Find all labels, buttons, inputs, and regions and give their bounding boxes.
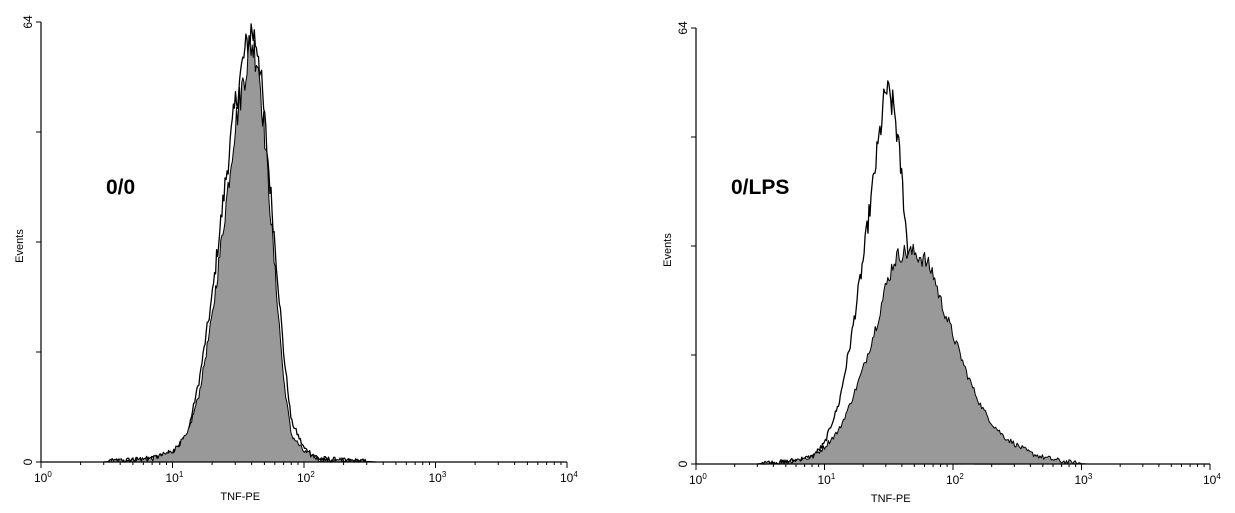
x-tick-label: 101 [166, 470, 184, 485]
panel-label: 0/LPS [731, 176, 789, 199]
x-tick-label: 103 [1075, 472, 1093, 487]
x-tick-label: 103 [429, 470, 447, 485]
panel-label: 0/0 [106, 176, 135, 199]
histogram-series-2-filled [103, 40, 376, 463]
y-tick-label: 64 [21, 15, 35, 29]
x-tick-label: 104 [560, 470, 578, 485]
x-tick-label: 104 [1203, 472, 1221, 487]
x-tick-label: 101 [818, 472, 836, 487]
x-tick-label-base: 10 [429, 471, 443, 485]
x-tick-label-exponent: 3 [1088, 472, 1093, 481]
x-tick-label: 100 [689, 472, 707, 487]
x-tick-label: 102 [297, 470, 315, 485]
y-axis-label: Events [14, 229, 26, 263]
x-tick-label: 100 [34, 470, 52, 485]
panel-label-box [88, 160, 184, 210]
y-tick-label: 0 [21, 458, 35, 465]
x-tick-label-exponent: 2 [959, 472, 964, 481]
x-tick-label-exponent: 3 [442, 470, 447, 479]
x-tick-label-exponent: 4 [573, 470, 578, 479]
x-tick-label-exponent: 1 [179, 470, 184, 479]
x-tick-label-base: 10 [34, 471, 48, 485]
x-tick-label-exponent: 4 [1216, 472, 1221, 481]
x-tick-label-exponent: 0 [47, 470, 52, 479]
x-tick-label-base: 10 [297, 471, 311, 485]
x-axis-label: TNF-PE [220, 491, 260, 503]
x-tick-label-base: 10 [1075, 473, 1089, 487]
x-tick-label-base: 10 [946, 473, 960, 487]
y-tick-label: 64 [676, 21, 690, 35]
x-tick-label-exponent: 1 [831, 472, 836, 481]
x-tick-label-base: 10 [166, 471, 180, 485]
x-axis-label: TNF-PE [871, 493, 911, 505]
y-tick-label: 0 [676, 460, 690, 467]
x-tick-label: 102 [946, 472, 964, 487]
x-tick-label-exponent: 0 [702, 472, 707, 481]
x-tick-label-base: 10 [818, 473, 832, 487]
x-tick-label-base: 10 [689, 473, 703, 487]
x-tick-label-exponent: 2 [310, 470, 315, 479]
histogram-series-2-filled [756, 243, 1088, 465]
y-axis-label: Events [662, 233, 674, 267]
x-tick-label-base: 10 [1203, 473, 1217, 487]
x-tick-label-base: 10 [560, 471, 574, 485]
panel-label-box [713, 160, 821, 210]
